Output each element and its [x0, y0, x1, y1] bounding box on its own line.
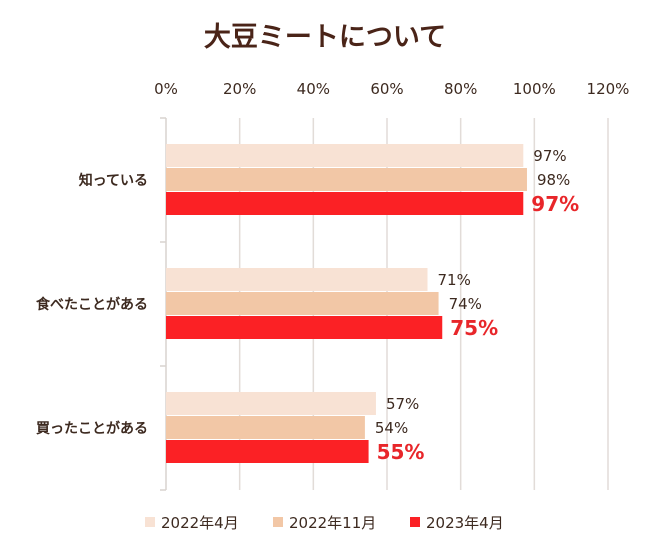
x-tick-label: 20% — [223, 80, 256, 98]
chart-title: 大豆ミートについて — [204, 22, 446, 53]
category-label: 買ったことがある — [36, 420, 148, 437]
bar — [166, 192, 524, 215]
bar — [166, 292, 439, 315]
bar — [166, 392, 376, 415]
legend-swatch — [145, 517, 155, 527]
category-label: 食べたことがある — [36, 296, 148, 313]
x-tick-label: 80% — [444, 80, 477, 98]
x-tick-label: 100% — [513, 80, 556, 98]
bar — [166, 168, 527, 191]
data-label: 97% — [531, 192, 579, 216]
x-tick-label: 40% — [297, 80, 330, 98]
legend-label: 2022年11月 — [289, 514, 376, 532]
data-label: 97% — [533, 147, 566, 165]
bar — [166, 416, 365, 439]
legend-swatch — [273, 517, 283, 527]
data-label: 54% — [375, 419, 408, 437]
category-label: 知っている — [79, 172, 148, 189]
data-label: 74% — [449, 295, 482, 313]
data-label: 75% — [450, 316, 498, 340]
bar — [166, 316, 443, 339]
bar — [166, 144, 524, 167]
bar — [166, 268, 428, 291]
x-tick-label: 120% — [587, 80, 630, 98]
data-label: 71% — [438, 271, 471, 289]
data-label: 98% — [537, 171, 570, 189]
legend-label: 2022年4月 — [161, 514, 239, 532]
data-label: 57% — [386, 395, 419, 413]
x-tick-label: 0% — [154, 80, 178, 98]
x-tick-label: 60% — [370, 80, 403, 98]
bar — [166, 440, 369, 463]
legend-swatch — [410, 517, 420, 527]
data-label: 55% — [377, 440, 425, 464]
legend-label: 2023年4月 — [426, 514, 504, 532]
